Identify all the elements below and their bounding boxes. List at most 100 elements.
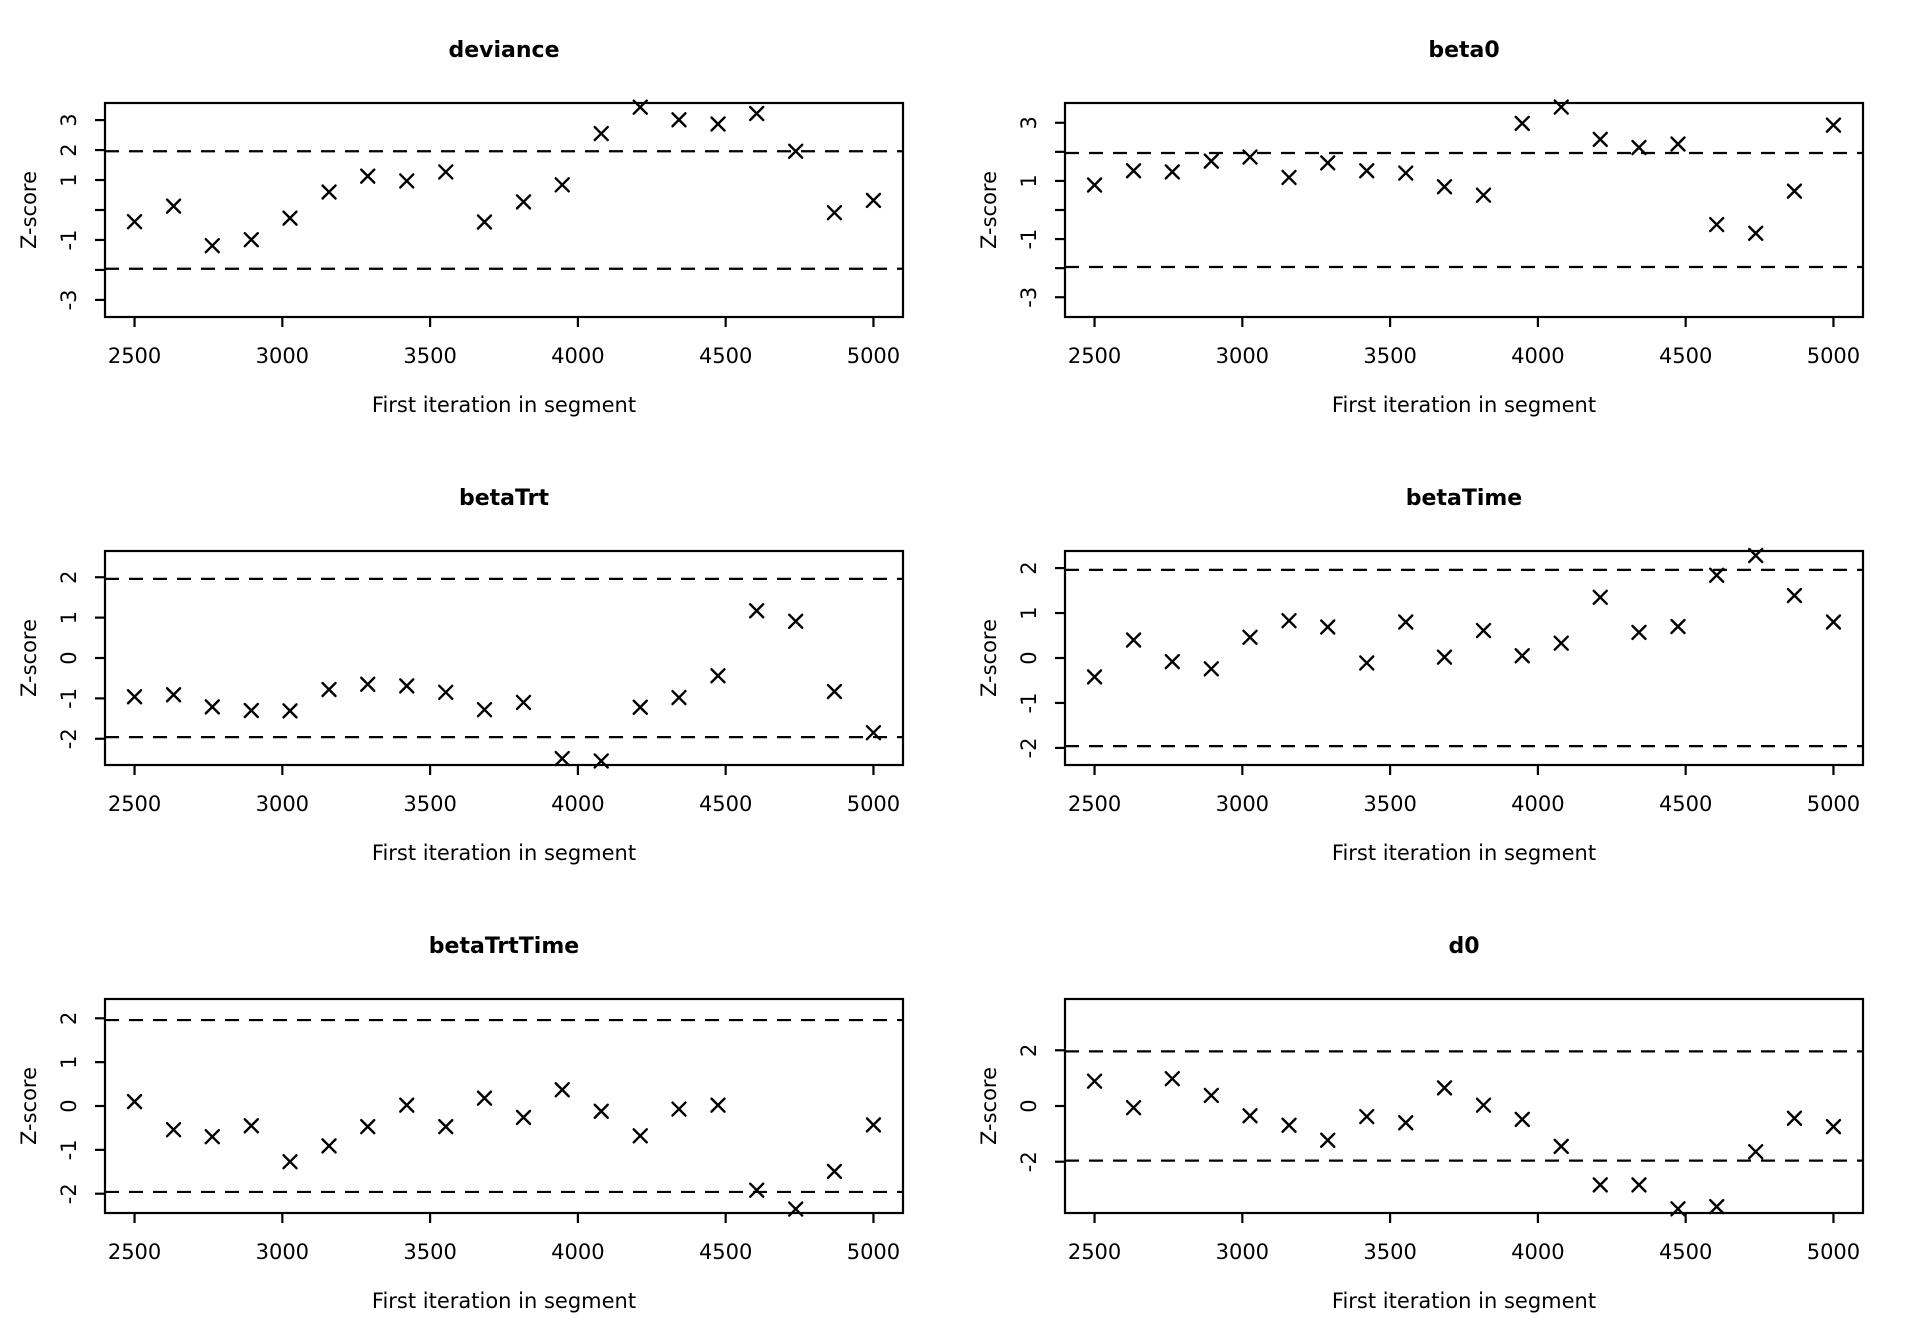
panel-title: betaTrt	[459, 486, 549, 511]
data-point-marker	[1125, 163, 1142, 179]
y-tick-label: 1	[57, 1055, 81, 1068]
data-point-marker	[204, 237, 220, 254]
data-point-marker	[1436, 1080, 1453, 1096]
panel-title: betaTrtTime	[429, 934, 579, 959]
data-point-marker	[1359, 655, 1375, 671]
data-point-marker	[321, 681, 337, 698]
y-axis-label: Z-score	[17, 1067, 41, 1145]
data-point-marker	[826, 204, 843, 221]
data-point-marker	[1242, 149, 1258, 165]
data-point-marker	[1748, 547, 1764, 564]
plot-betaTrt: betaTrt 2500 3000 3500 4000 4500 5000 -2 -1 0 1 2 Fi…	[17, 486, 905, 865]
data-point-marker	[1281, 1117, 1297, 1133]
data-point-marker	[632, 1128, 648, 1144]
data-point-marker	[360, 676, 376, 692]
plot-box	[1063, 549, 1865, 767]
y-tick-label: -2	[1017, 737, 1041, 758]
data-point-marker	[476, 701, 493, 718]
data-point-marker	[1825, 1118, 1842, 1135]
data-point-marker	[1164, 653, 1180, 670]
data-point-marker	[671, 112, 687, 128]
data-point-marker	[1631, 624, 1647, 641]
data-point-marker	[321, 184, 337, 200]
data-point-marker	[749, 1182, 765, 1198]
y-tick-label: 2	[1017, 1044, 1041, 1057]
x-tick-label: 3500	[403, 792, 456, 816]
x-tick-label: 5000	[1807, 792, 1860, 816]
data-point-marker	[1164, 164, 1180, 180]
x-axis-label: First iteration in segment	[372, 841, 636, 865]
data-point-marker	[321, 1138, 337, 1154]
data-point-marker	[515, 194, 532, 210]
data-point-marker	[1592, 131, 1608, 148]
data-point-marker	[1592, 589, 1608, 606]
y-tick-label: -1	[57, 1139, 81, 1160]
data-point-marker	[1086, 669, 1103, 685]
data-point-marker	[554, 177, 570, 193]
y-tick-label: 0	[1017, 651, 1041, 664]
plot-box	[103, 101, 905, 319]
data-point-marker	[360, 1118, 376, 1135]
data-point-marker	[788, 613, 804, 629]
data-point-marker	[1203, 153, 1219, 169]
y-tick-label: 1	[57, 173, 81, 186]
data-point-marker	[1825, 614, 1842, 630]
data-point-marker	[1164, 1070, 1180, 1087]
x-tick-label: 2500	[108, 1240, 161, 1264]
data-point-marker	[126, 1093, 143, 1110]
y-tick-label: 2	[57, 143, 81, 156]
x-tick-label: 3000	[256, 1240, 309, 1264]
x-tick-label: 2500	[1068, 344, 1121, 368]
x-tick-label: 3500	[1363, 792, 1416, 816]
x-tick-label: 4000	[1511, 792, 1564, 816]
panel-title: d0	[1448, 934, 1479, 959]
x-tick-label: 2500	[1068, 792, 1121, 816]
y-axis-label: Z-score	[17, 619, 41, 697]
x-tick-label: 3000	[256, 792, 309, 816]
data-point-marker	[1398, 614, 1414, 630]
data-point-marker	[282, 1153, 298, 1170]
data-point-marker	[788, 143, 804, 159]
x-tick-label: 4000	[551, 344, 604, 368]
y-tick-label: -3	[1017, 287, 1041, 308]
y-tick-label: -2	[57, 1183, 81, 1204]
y-tick-label: 1	[57, 611, 81, 624]
data-point-marker	[632, 699, 648, 715]
y-tick-label: 1	[1017, 606, 1041, 619]
y-tick-label: 0	[57, 651, 81, 664]
data-point-marker	[204, 1128, 220, 1145]
data-point-marker	[554, 1082, 570, 1098]
data-point-marker	[1709, 216, 1725, 233]
x-tick-label: 3000	[1216, 792, 1269, 816]
x-axis-label: First iteration in segment	[372, 1289, 636, 1313]
x-axis-label: First iteration in segment	[1332, 1289, 1596, 1313]
y-tick-label: -1	[1017, 229, 1041, 250]
data-point-marker	[1670, 618, 1686, 635]
data-point-marker	[360, 168, 376, 184]
data-point-marker	[126, 213, 143, 230]
data-point-marker	[671, 1101, 687, 1117]
data-point-marker	[1320, 155, 1336, 171]
data-point-marker	[826, 683, 843, 700]
data-point-marker	[476, 1090, 493, 1106]
x-tick-label: 3500	[1363, 344, 1416, 368]
y-tick-label: 1	[1017, 174, 1041, 187]
data-point-marker	[1553, 99, 1569, 115]
data-point-marker	[165, 1121, 182, 1138]
data-point-marker	[710, 116, 726, 132]
data-point-marker	[671, 689, 687, 706]
data-point-marker	[1709, 1198, 1725, 1215]
plot-deviance: deviance 2500 3000 3500 4000 4500 5000 -3 -1 1 2 3 F…	[17, 38, 905, 417]
data-point-marker	[1748, 225, 1764, 241]
data-point-marker	[1670, 1201, 1686, 1217]
data-point-marker	[1709, 567, 1725, 583]
data-point-marker	[243, 231, 259, 248]
data-point-marker	[243, 1118, 259, 1134]
x-tick-label: 4500	[699, 1240, 752, 1264]
data-point-marker	[1475, 622, 1492, 639]
y-tick-label: 2	[57, 1012, 81, 1025]
data-point-marker	[1086, 1073, 1103, 1089]
data-point-marker	[1553, 635, 1569, 651]
panel-title: beta0	[1428, 38, 1499, 63]
data-point-marker	[1281, 169, 1297, 186]
